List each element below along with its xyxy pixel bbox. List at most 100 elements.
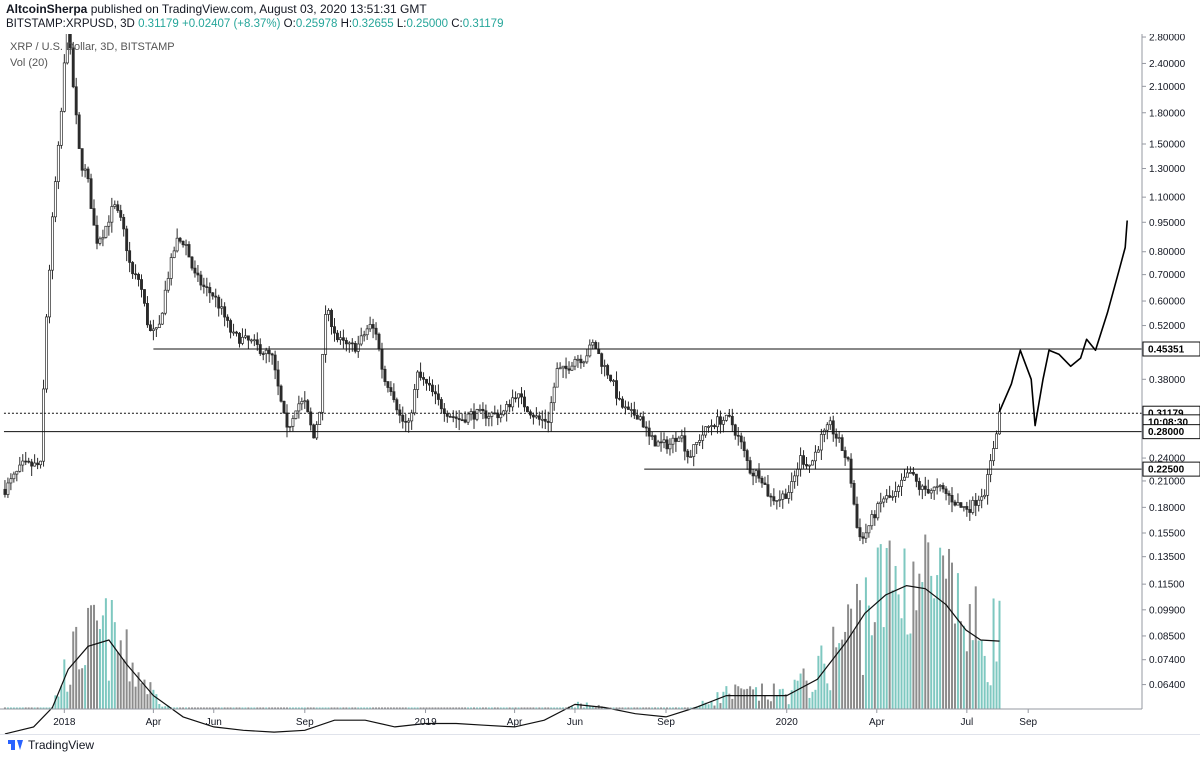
candle-down xyxy=(134,273,138,276)
volume-bar xyxy=(3,707,6,709)
candle-up xyxy=(160,312,164,325)
candle-up xyxy=(300,401,304,405)
time-tick-label: Sep xyxy=(296,717,314,728)
candle-down xyxy=(772,496,776,502)
volume-bar xyxy=(158,703,161,709)
candle-down xyxy=(377,333,381,350)
volume-bar xyxy=(404,707,407,709)
candle-up xyxy=(39,460,43,466)
candle-down xyxy=(30,461,34,467)
price-tick-label: 1.10000 xyxy=(1149,193,1186,204)
ohlc-line: BITSTAMP:XRPUSD, 3D 0.31179 +0.02407 (+8… xyxy=(6,18,503,30)
volume-bar xyxy=(832,626,835,709)
time-tick-label: Jul xyxy=(960,717,973,728)
candle-up xyxy=(885,495,889,500)
candle-up xyxy=(410,412,414,422)
volume-bar xyxy=(838,643,841,709)
candle-up xyxy=(813,451,817,462)
candle-up xyxy=(98,238,102,244)
volume-bar xyxy=(271,707,274,709)
candle-up xyxy=(585,355,589,363)
candle-down xyxy=(276,369,280,387)
candle-up xyxy=(692,444,696,457)
candle-down xyxy=(282,400,286,414)
candle-down xyxy=(389,387,393,393)
candle-down xyxy=(873,514,877,519)
candle-up xyxy=(689,456,693,458)
candle-up xyxy=(906,472,909,478)
candle-down xyxy=(769,495,773,498)
volume-bar xyxy=(820,645,823,709)
candle-down xyxy=(802,455,806,465)
candle-up xyxy=(680,435,684,439)
volume-bar xyxy=(769,701,772,709)
volume-bar xyxy=(122,659,125,709)
candle-down xyxy=(564,365,568,370)
candle-down xyxy=(579,358,583,364)
volume-bar xyxy=(149,682,152,709)
tradingview-logo[interactable]: TradingView xyxy=(8,738,94,752)
volume-bar xyxy=(683,707,686,709)
candle-up xyxy=(113,204,117,207)
candle-up xyxy=(992,448,996,462)
candle-down xyxy=(644,426,648,429)
volume-bar xyxy=(386,707,389,709)
candle-up xyxy=(104,225,108,238)
author-name[interactable]: AltcoinSherpa xyxy=(6,2,88,16)
candle-up xyxy=(166,278,170,291)
candle-up xyxy=(15,470,19,475)
projection-drawing xyxy=(998,220,1128,427)
candle-down xyxy=(341,337,345,341)
candle-down xyxy=(849,458,853,484)
volume-bar xyxy=(826,683,829,709)
candle-up xyxy=(781,493,785,500)
volume-bar xyxy=(119,640,122,709)
volume-bar xyxy=(698,705,701,709)
candle-up xyxy=(897,486,901,492)
volume-bar xyxy=(30,707,33,709)
candle-down xyxy=(727,414,731,417)
candle-down xyxy=(508,404,512,408)
candle-up xyxy=(368,324,372,330)
candle-down xyxy=(309,411,313,426)
time-tick-label: Jun xyxy=(567,717,583,728)
candle-down xyxy=(600,353,604,367)
candle-up xyxy=(808,464,811,467)
candle-up xyxy=(413,389,417,414)
volume-bar xyxy=(333,707,336,709)
volume-bar xyxy=(950,562,953,709)
chart-area[interactable]: 2.80000 2.40000 2.10000 1.80000 1.50000 1.300… xyxy=(0,19,1200,735)
candle-up xyxy=(175,237,179,252)
candle-down xyxy=(217,296,221,309)
close-value: 0.31179 xyxy=(462,18,504,30)
price-label-box xyxy=(1142,341,1200,357)
candle-up xyxy=(347,342,351,345)
candle-up xyxy=(151,328,155,331)
price-tick-label: 0.11500 xyxy=(1149,580,1185,591)
volume-bar xyxy=(502,707,505,709)
series-legend: XRP / U.S. Dollar, 3D, BITSTAMP xyxy=(10,41,175,53)
candle-up xyxy=(243,335,247,338)
candle-up xyxy=(989,460,993,475)
candle-up xyxy=(169,257,173,279)
volume-bar xyxy=(663,707,666,709)
volume-bar xyxy=(280,707,283,709)
candle-up xyxy=(710,425,713,427)
volume-bar xyxy=(33,707,36,709)
price-tick-label: 0.95000 xyxy=(1149,218,1186,229)
volume-bar xyxy=(570,706,573,709)
candle-down xyxy=(745,450,749,461)
volume-bar xyxy=(383,707,386,709)
candle-down xyxy=(80,148,84,171)
candle-up xyxy=(995,433,998,449)
candle-up xyxy=(612,380,616,382)
volume-bar xyxy=(75,626,78,709)
price-chart[interactable]: 2.80000 2.40000 2.10000 1.80000 1.50000 1.300… xyxy=(0,19,1200,735)
volume-bar xyxy=(885,547,888,709)
candle-up xyxy=(998,411,1001,435)
volume-bar xyxy=(835,647,838,709)
volume-bar xyxy=(66,691,69,709)
volume-bar xyxy=(799,673,802,709)
volume-bar xyxy=(176,707,179,709)
candle-up xyxy=(870,514,874,527)
